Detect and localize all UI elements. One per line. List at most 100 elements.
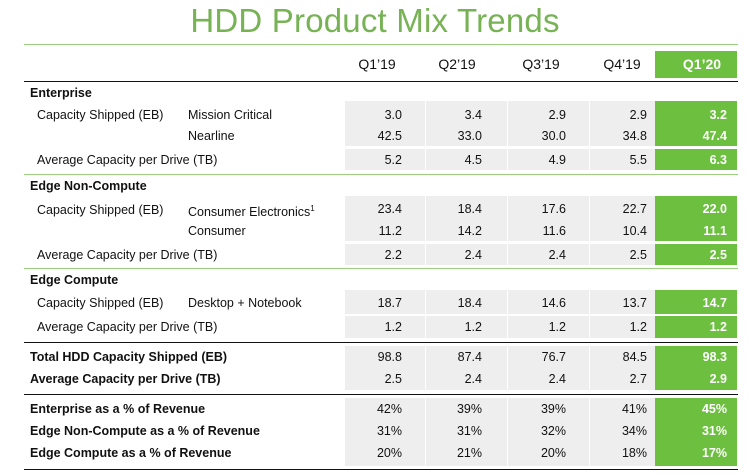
value-cell: 17.6	[541, 202, 566, 216]
value-cell: 3.0	[384, 108, 402, 122]
value-cell: 14.6	[541, 296, 566, 310]
highlight-value: 2.5	[709, 248, 727, 262]
highlight-cell	[655, 316, 737, 338]
column-header: Q1’20	[682, 56, 722, 72]
column-separator	[507, 346, 508, 390]
value-cell: 1.2	[464, 320, 482, 334]
value-cell: 31%	[456, 424, 482, 438]
divider	[24, 268, 738, 269]
highlight-cell	[655, 244, 737, 265]
value-cell: 23.4	[377, 202, 402, 216]
divider	[24, 44, 738, 45]
value-cell: 2.4	[464, 248, 482, 262]
page-title: HDD Product Mix Trends	[190, 2, 560, 39]
value-cell: 41%	[621, 402, 647, 416]
highlight-cell	[655, 398, 737, 466]
column-separator	[425, 244, 426, 265]
value-cell: 18%	[621, 446, 647, 460]
value-cell: 4.9	[548, 153, 566, 167]
value-cell: 1.2	[629, 320, 647, 334]
column-separator	[507, 196, 508, 241]
section-heading: Edge Compute	[30, 273, 119, 287]
avg-label: Average Capacity per Drive (TB)	[37, 320, 218, 334]
value-cell: 32%	[540, 424, 566, 438]
column-separator	[507, 101, 508, 146]
capacity-label: Capacity Shipped (EB)	[37, 296, 164, 310]
row-label: Consumer	[188, 224, 246, 238]
column-separator	[589, 196, 590, 241]
value-cell: 18.4	[457, 202, 482, 216]
divider	[24, 342, 738, 343]
column-separator	[589, 398, 590, 466]
value-cell: 98.8	[377, 350, 402, 364]
value-cell: 76.7	[541, 350, 566, 364]
column-separator	[589, 149, 590, 170]
value-cell: 33.0	[457, 129, 482, 143]
value-cell: 11.2	[378, 224, 402, 238]
column-separator	[589, 346, 590, 390]
value-cell: 2.4	[548, 248, 566, 262]
divider	[24, 394, 738, 395]
highlight-value: 98.3	[702, 350, 727, 364]
value-cell: 20%	[376, 446, 402, 460]
column-separator	[425, 149, 426, 170]
value-cell: 2.7	[629, 372, 647, 386]
highlight-cell	[655, 149, 737, 170]
divider	[24, 174, 738, 175]
highlight-cell	[655, 290, 737, 314]
row-shade	[345, 101, 655, 146]
column-header: Q4’19	[603, 56, 641, 72]
capacity-label: Capacity Shipped (EB)	[37, 108, 164, 122]
divider	[24, 81, 738, 82]
column-separator	[425, 196, 426, 241]
value-cell: 2.4	[464, 372, 482, 386]
value-cell: 34.8	[622, 129, 647, 143]
value-cell: 10.4	[622, 224, 647, 238]
divider	[24, 469, 738, 470]
column-separator	[507, 398, 508, 466]
value-cell: 3.4	[464, 108, 482, 122]
column-separator	[425, 398, 426, 466]
highlight-value: 22.0	[702, 202, 727, 216]
value-cell: 1.2	[548, 320, 566, 334]
column-header: Q3’19	[522, 56, 560, 72]
row-shade	[345, 316, 655, 338]
total-label: Average Capacity per Drive (TB)	[30, 372, 221, 386]
total-label: Total HDD Capacity Shipped (EB)	[30, 350, 228, 364]
column-separator	[589, 316, 590, 338]
column-separator	[589, 101, 590, 146]
value-cell: 42.5	[377, 129, 402, 143]
value-cell: 2.9	[629, 108, 647, 122]
value-cell: 5.2	[384, 153, 402, 167]
value-cell: 22.7	[622, 202, 647, 216]
highlight-value: 1.2	[709, 320, 727, 334]
column-separator	[425, 316, 426, 338]
highlight-cell	[655, 101, 737, 146]
row-shade	[345, 290, 655, 314]
value-cell: 39%	[540, 402, 566, 416]
highlight-value: 31%	[701, 424, 727, 438]
column-separator	[507, 316, 508, 338]
section-heading: Edge Non-Compute	[30, 179, 147, 193]
avg-label: Average Capacity per Drive (TB)	[37, 248, 218, 262]
value-cell: 20%	[540, 446, 566, 460]
value-cell: 2.2	[384, 248, 402, 262]
value-cell: 14.2	[457, 224, 482, 238]
highlight-value: 11.1	[703, 224, 727, 238]
column-header: Q2’19	[438, 56, 476, 72]
value-cell: 2.5	[384, 372, 402, 386]
value-cell: 2.9	[548, 108, 566, 122]
row-shade	[345, 346, 655, 390]
value-cell: 30.0	[541, 129, 566, 143]
value-cell: 18.4	[457, 296, 482, 310]
row-shade	[345, 398, 655, 466]
value-cell: 2.4	[548, 372, 566, 386]
value-cell: 84.5	[622, 350, 647, 364]
column-header: Q1’19	[358, 56, 396, 72]
row-shade	[345, 149, 655, 170]
column-separator	[589, 244, 590, 265]
highlight-value: 45%	[701, 402, 727, 416]
row-label: Consumer Electronics1	[188, 204, 315, 220]
value-cell: 13.7	[622, 296, 647, 310]
column-separator	[425, 101, 426, 146]
